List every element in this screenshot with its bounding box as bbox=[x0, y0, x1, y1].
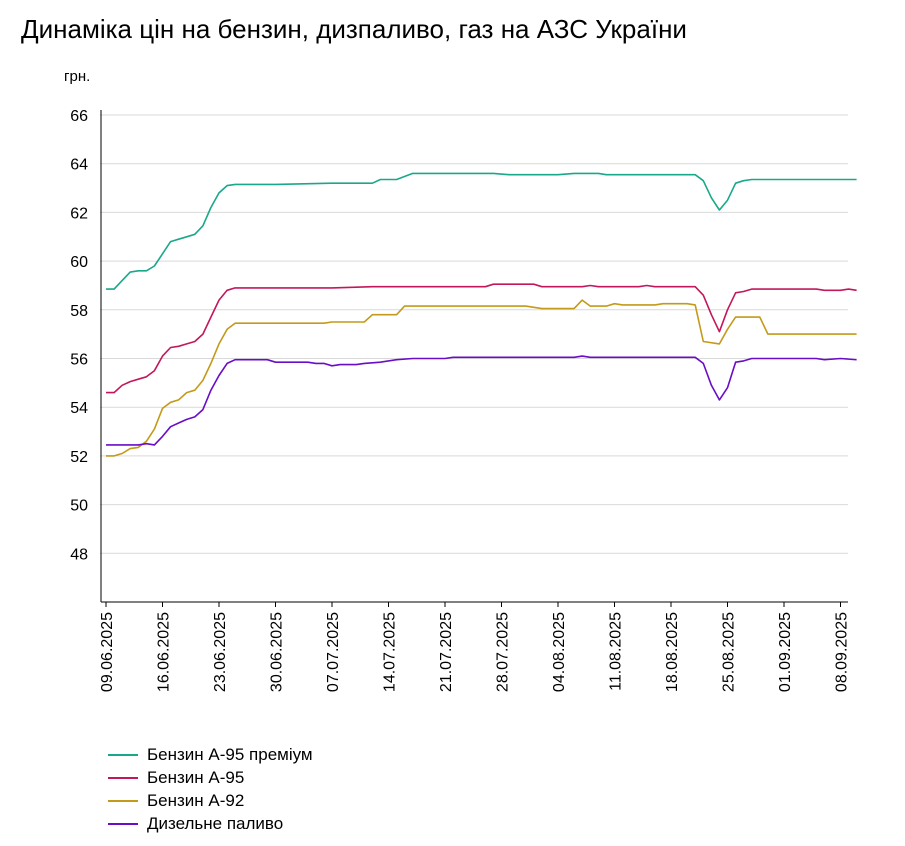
y-tick-label: 48 bbox=[70, 546, 88, 563]
y-tick-label: 66 bbox=[70, 108, 88, 125]
series-line-1 bbox=[106, 172, 857, 290]
legend-label: Бензин А-95 bbox=[147, 767, 245, 787]
x-tick-label: 09.06.2025 bbox=[99, 612, 116, 692]
x-tick-label: 16.06.2025 bbox=[156, 612, 173, 692]
y-tick-label: 64 bbox=[70, 157, 88, 174]
gridlines bbox=[100, 114, 848, 554]
y-axis-ticks: 48 50 52 54 56 58 60 62 64 66 bbox=[70, 108, 88, 563]
series-line-3 bbox=[106, 299, 857, 457]
x-tick: 16.06.2025 bbox=[156, 612, 173, 692]
y-axis-unit-label: грн. bbox=[64, 68, 91, 85]
x-tick-label: 18.08.2025 bbox=[664, 612, 681, 692]
x-tick-label: 14.07.2025 bbox=[382, 612, 399, 692]
y-tick-label: 52 bbox=[70, 449, 88, 466]
x-tick-label: 30.06.2025 bbox=[269, 612, 286, 692]
y-tick: 60 bbox=[70, 254, 88, 271]
axes bbox=[100, 110, 848, 603]
legend-label: Дизельне паливо bbox=[147, 813, 284, 833]
x-tick: 28.07.2025 bbox=[495, 612, 512, 692]
series-line-2 bbox=[106, 283, 857, 394]
y-tick-label: 56 bbox=[70, 352, 88, 369]
series-lines bbox=[106, 172, 857, 457]
x-tick-label: 28.07.2025 bbox=[495, 612, 512, 692]
x-tick: 07.07.2025 bbox=[325, 612, 342, 692]
y-tick-label: 58 bbox=[70, 303, 88, 320]
y-tick-label: 54 bbox=[70, 400, 88, 417]
x-tick-label: 21.07.2025 bbox=[438, 612, 455, 692]
x-tick-label: 04.08.2025 bbox=[551, 612, 568, 692]
x-axis-ticks: 09.06.2025 16.06.2025 23.06.2025 30.06.2025… bbox=[99, 602, 851, 692]
y-tick: 66 bbox=[70, 108, 88, 125]
x-tick: 04.08.2025 bbox=[551, 612, 568, 692]
y-tick: 58 bbox=[70, 303, 88, 320]
y-tick: 56 bbox=[70, 352, 88, 369]
legend-swatch bbox=[108, 753, 138, 756]
legend-item: Бензин А-92 bbox=[108, 789, 313, 812]
legend: Бензин А-95 преміум Бензин А-95 Бензин А-9… bbox=[108, 743, 313, 835]
x-tick: 09.06.2025 bbox=[99, 612, 116, 692]
x-tick-label: 08.09.2025 bbox=[834, 612, 851, 692]
x-tick: 18.08.2025 bbox=[664, 612, 681, 692]
x-tick-label: 07.07.2025 bbox=[325, 612, 342, 692]
x-tick-label: 01.09.2025 bbox=[777, 612, 794, 692]
y-tick-label: 60 bbox=[70, 254, 88, 271]
legend-item: Дизельне паливо bbox=[108, 812, 313, 835]
x-tick: 08.09.2025 bbox=[834, 612, 851, 692]
y-tick: 54 bbox=[70, 400, 88, 417]
chart-title: Динаміка цін на бензин, дизпаливо, газ н… bbox=[21, 14, 687, 44]
y-tick: 48 bbox=[70, 546, 88, 563]
x-tick: 25.08.2025 bbox=[721, 612, 738, 692]
x-tick: 01.09.2025 bbox=[777, 612, 794, 692]
y-tick-label: 50 bbox=[70, 498, 88, 515]
line-chart: 48 50 52 54 56 58 60 62 64 66 09.06.2025 16.06.202… bbox=[70, 108, 857, 692]
y-tick: 52 bbox=[70, 449, 88, 466]
x-tick: 21.07.2025 bbox=[438, 612, 455, 692]
legend-label: Бензин А-92 bbox=[147, 790, 245, 810]
x-tick: 23.06.2025 bbox=[212, 612, 229, 692]
legend-item: Бензин А-95 bbox=[108, 766, 313, 789]
y-tick-label: 62 bbox=[70, 205, 88, 222]
x-tick: 14.07.2025 bbox=[382, 612, 399, 692]
legend-swatch bbox=[108, 799, 138, 802]
legend-swatch bbox=[108, 822, 138, 825]
series-line-4 bbox=[106, 355, 857, 446]
legend-swatch bbox=[108, 776, 138, 779]
x-tick: 30.06.2025 bbox=[269, 612, 286, 692]
x-tick-label: 25.08.2025 bbox=[721, 612, 738, 692]
legend-label: Бензин А-95 преміум bbox=[147, 744, 313, 764]
legend-item: Бензин А-95 преміум bbox=[108, 743, 313, 766]
y-tick: 64 bbox=[70, 157, 88, 174]
x-tick-label: 23.06.2025 bbox=[212, 612, 229, 692]
x-tick-label: 11.08.2025 bbox=[608, 612, 625, 691]
x-tick: 11.08.2025 bbox=[608, 612, 625, 691]
y-tick: 62 bbox=[70, 205, 88, 222]
y-tick: 50 bbox=[70, 498, 88, 515]
